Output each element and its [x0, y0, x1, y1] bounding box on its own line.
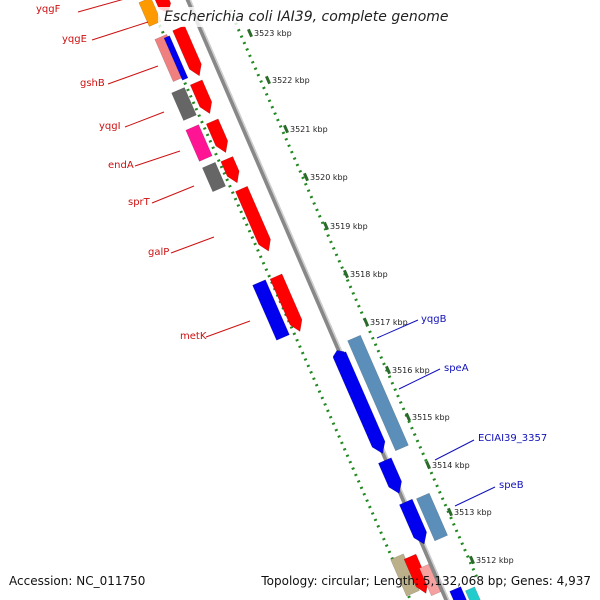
scale-tick: [265, 75, 271, 85]
scale-tick-label: 3520 kbp: [310, 173, 348, 182]
scale-tick: [469, 555, 475, 565]
gene-label-metK: metK: [180, 331, 207, 342]
gene-leader-line: [77, 0, 123, 13]
topology-label: Topology: circular; Length: 5,132,068 bp…: [261, 574, 591, 588]
feature-block: [416, 492, 448, 542]
feature-block: [202, 161, 226, 193]
gene-label-yqgI: yqgI: [99, 121, 121, 132]
scale-line-outer: [228, 9, 480, 581]
feature-arrow-reverse: [332, 351, 386, 454]
scale-tick: [447, 507, 453, 517]
accession-label: Accession: NC_011750: [9, 574, 146, 588]
scale-tick-label: 3519 kbp: [330, 222, 368, 231]
feature-block: [347, 334, 409, 452]
scale-tick-label: 3513 kbp: [454, 508, 492, 517]
gene-leader-line: [434, 439, 475, 461]
scale-tick: [247, 28, 253, 38]
gene-label-endA: endA: [108, 160, 134, 171]
label-layer: yqgF yqgE gshB yqgI endA sprT galP metK yqgB speA…: [36, 0, 547, 507]
scale-tick-label: 3514 kbp: [432, 461, 470, 470]
gene-leader-line: [91, 21, 149, 41]
feature-layer: [138, 0, 481, 600]
feature-block: [252, 279, 290, 341]
map-title: Escherichia coli IAI39, complete genome: [158, 7, 455, 27]
gene-label-yqgE: yqgE: [62, 34, 87, 45]
feature-arrow-forward: [269, 273, 303, 332]
feature-block: [465, 586, 481, 600]
gene-label-sprT: sprT: [128, 197, 151, 208]
scale-tick-label: 3521 kbp: [290, 125, 328, 134]
gene-leader-line: [124, 111, 165, 128]
scale-tick-label: 3522 kbp: [272, 76, 310, 85]
gene-label-speB: speB: [499, 480, 524, 491]
feature-block: [449, 586, 467, 600]
scale-tick: [405, 412, 411, 422]
gene-label-speA: speA: [444, 363, 469, 374]
scale-tick: [323, 221, 329, 231]
feature-arrow-reverse: [399, 498, 427, 545]
feature-block: [419, 563, 441, 597]
gene-leader-line: [205, 320, 251, 338]
feature-arrow-forward: [235, 185, 271, 252]
scale-tick: [385, 365, 391, 375]
gene-leader-line: [170, 236, 215, 254]
scale-tick-label: 3512 kbp: [476, 556, 514, 565]
gene-label-yqgB: yqgB: [421, 314, 447, 325]
scale-tick: [283, 124, 289, 134]
gene-leader-line: [398, 368, 441, 390]
gene-label-yqgF: yqgF: [36, 4, 61, 15]
scale-tick: [363, 317, 369, 327]
gene-label-ECIAI39_3357: ECIAI39_3357: [478, 433, 547, 444]
gene-label-gshB: gshB: [80, 78, 105, 89]
feature-block: [390, 553, 420, 597]
gene-leader-line: [454, 486, 496, 507]
gene-leader-line: [376, 319, 419, 339]
feature-arrow-forward: [220, 156, 240, 184]
gene-label-galP: galP: [148, 247, 169, 258]
feature-block: [185, 124, 213, 162]
feature-block: [163, 35, 189, 81]
gene-leader-line: [151, 185, 195, 204]
scale-tick-label: 3515 kbp: [412, 413, 450, 422]
feature-arrow-forward: [205, 118, 229, 154]
scale-tick: [343, 269, 349, 279]
feature-block: [171, 87, 197, 121]
gene-leader-line: [107, 65, 159, 85]
scale-tick-label: 3517 kbp: [370, 318, 408, 327]
scale-tick: [303, 172, 309, 182]
scale-tick-label: 3516 kbp: [392, 366, 430, 375]
feature-arrow-forward: [189, 79, 213, 115]
feature-arrow-forward: [403, 553, 429, 594]
feature-arrow-reverse: [378, 457, 402, 494]
scale-tick-label: 3523 kbp: [254, 29, 292, 38]
scale-tick: [425, 460, 431, 470]
gene-leader-line: [134, 150, 181, 167]
scale-tick-label: 3518 kbp: [350, 270, 388, 279]
